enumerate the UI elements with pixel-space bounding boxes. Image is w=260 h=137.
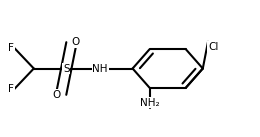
Text: O: O (72, 38, 80, 47)
Text: F: F (8, 84, 14, 94)
Text: O: O (53, 90, 61, 99)
Text: NH₂: NH₂ (140, 98, 159, 108)
Text: NH: NH (92, 64, 108, 73)
Text: S: S (63, 64, 70, 73)
Text: F: F (8, 43, 14, 53)
Text: Cl: Cl (208, 42, 218, 52)
